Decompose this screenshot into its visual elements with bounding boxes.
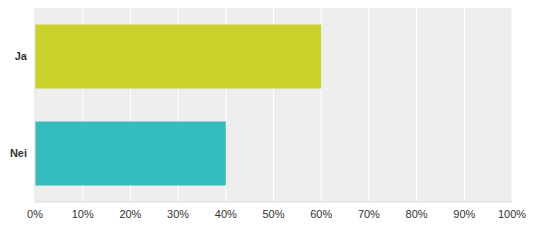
- svg-text:90%: 90%: [453, 208, 475, 220]
- svg-text:30%: 30%: [167, 208, 189, 220]
- svg-text:40%: 40%: [215, 208, 237, 220]
- svg-text:Ja: Ja: [15, 50, 28, 62]
- svg-text:80%: 80%: [406, 208, 428, 220]
- svg-text:60%: 60%: [310, 208, 332, 220]
- svg-text:100%: 100%: [498, 208, 526, 220]
- svg-text:20%: 20%: [119, 208, 141, 220]
- svg-text:10%: 10%: [72, 208, 94, 220]
- svg-text:Nei: Nei: [10, 147, 27, 159]
- svg-text:50%: 50%: [262, 208, 284, 220]
- svg-text:70%: 70%: [358, 208, 380, 220]
- svg-text:0%: 0%: [27, 208, 43, 220]
